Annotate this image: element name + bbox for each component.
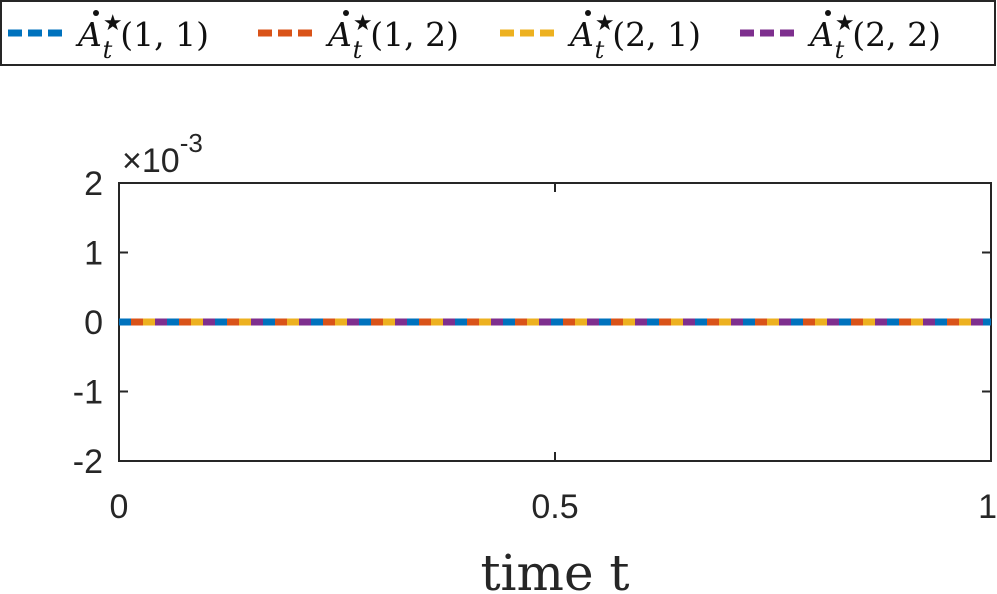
legend-label: A★ t (2, 2) xyxy=(807,11,941,64)
legend-dot-accent xyxy=(825,10,831,16)
legend-dot-accent xyxy=(585,10,591,16)
y-tick-label: 2 xyxy=(84,165,103,203)
x-tick-label: 1 xyxy=(978,488,997,526)
legend-item: A★ t (2, 1) xyxy=(500,10,701,64)
legend-item: A★ t (1, 2) xyxy=(258,10,459,64)
legend-label: A★ t (2, 1) xyxy=(567,11,701,64)
legend-label: A★ t (1, 1) xyxy=(75,11,209,64)
y-tick-label: 0 xyxy=(84,304,103,342)
legend: A★ t (1, 1) A★ t (1, 2) A★ t (2, 1) A★ t (2, 2) xyxy=(0,0,996,66)
x-tick-label: 0 xyxy=(110,488,129,526)
y-exponent-label: ×10-3 xyxy=(122,128,203,180)
legend-dot-accent xyxy=(343,10,349,16)
legend-item: A★ t (1, 1) xyxy=(8,10,209,64)
x-axis-label: time t xyxy=(480,544,629,594)
legend-dot-accent xyxy=(93,10,99,16)
y-tick-label: -1 xyxy=(73,374,103,412)
legend-item: A★ t (2, 2) xyxy=(740,10,941,64)
y-tick-label: 1 xyxy=(84,235,103,273)
y-tick-label: -2 xyxy=(73,443,103,481)
x-tick-label: 0.5 xyxy=(531,488,578,526)
legend-label: A★ t (1, 2) xyxy=(325,11,459,64)
